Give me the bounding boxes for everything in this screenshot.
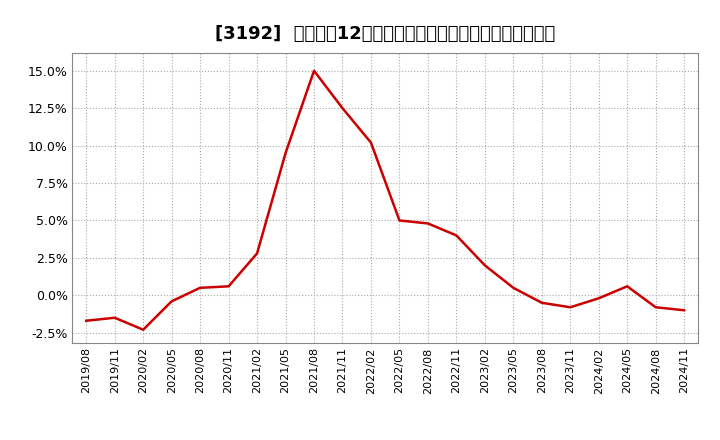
Title: [3192]  売上高の12か月移動合計の対前年同期増減率の推移: [3192] 売上高の12か月移動合計の対前年同期増減率の推移 xyxy=(215,25,555,43)
